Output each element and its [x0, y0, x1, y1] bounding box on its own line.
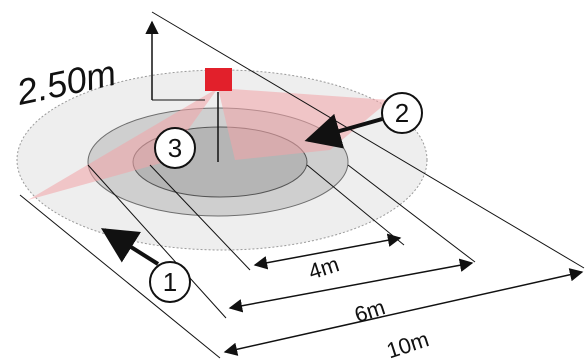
ext-line-middle-right: [347, 164, 476, 263]
ext-line-outer-left: [19, 194, 221, 359]
detection-wedge-right: [218, 88, 390, 160]
ext-line-middle-left: [87, 164, 227, 319]
label-10m: 10m: [383, 326, 431, 360]
detection-wedge: [28, 88, 218, 200]
callout-2-arrow: [304, 113, 383, 149]
sensor-icon: [205, 68, 232, 91]
callout-2-label: 2: [395, 98, 409, 128]
ext-line-inner-right: [306, 164, 405, 246]
label-6m: 6m: [351, 294, 388, 327]
label-4m: 4m: [305, 251, 342, 284]
callout-1-label: 1: [163, 267, 177, 297]
callout-3-label: 3: [168, 133, 182, 163]
ext-line-inner-left: [149, 164, 251, 271]
dim-arrow-6m: [228, 258, 474, 313]
height-leader: [151, 11, 585, 269]
callout-3-circle: [154, 127, 196, 169]
dim-arrow-10m: [223, 268, 584, 356]
callout-1-arrow: [100, 228, 160, 266]
callout-2-circle: [381, 92, 423, 134]
callout-1-circle: [149, 261, 191, 303]
